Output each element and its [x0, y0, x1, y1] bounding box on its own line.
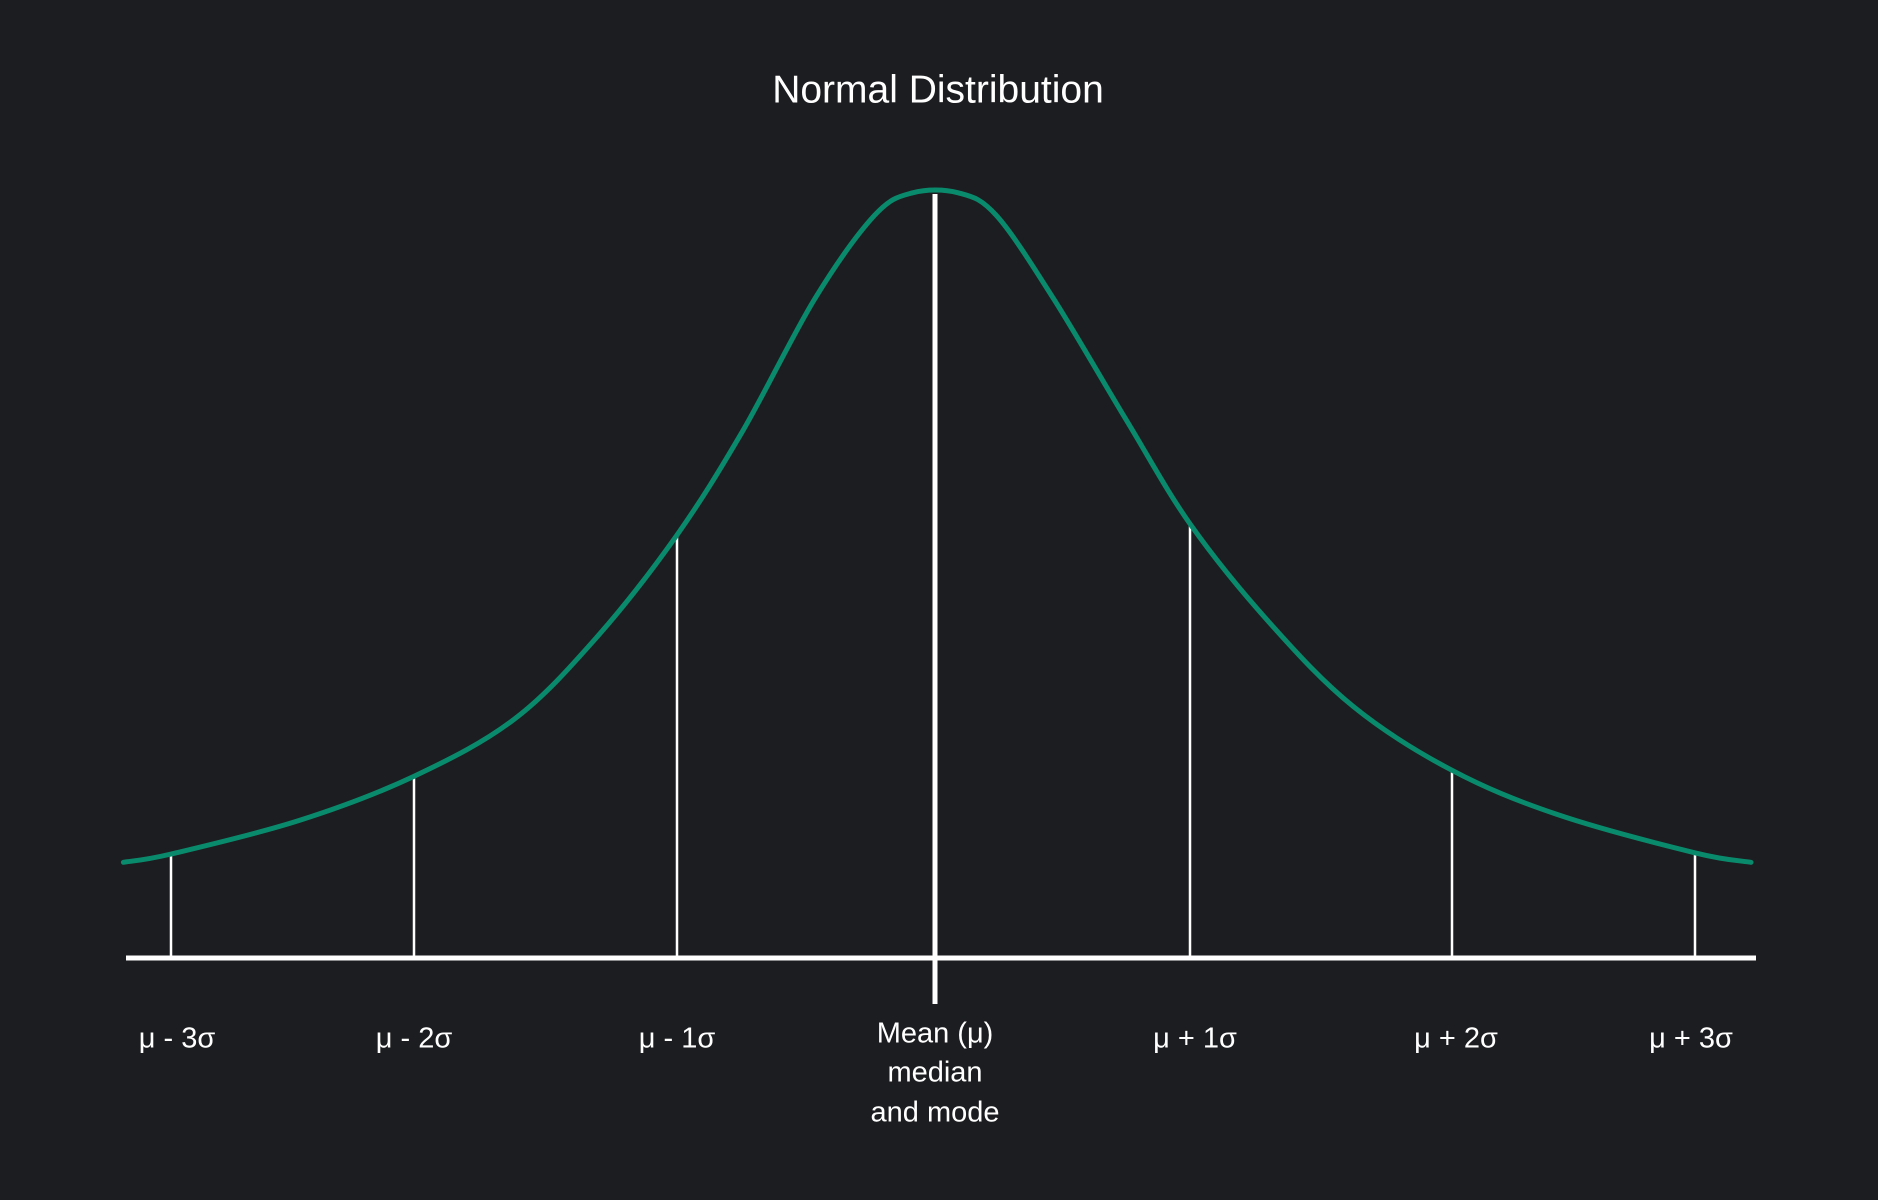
title: Normal Distribution: [772, 68, 1104, 111]
bell-curve: [120, 187, 1754, 865]
axis-label: μ + 1σ: [1153, 1023, 1237, 1055]
axis-label: μ - 2σ: [376, 1023, 453, 1055]
axis-label: μ - 1σ: [639, 1023, 716, 1055]
axis-label: μ - 3σ: [139, 1023, 216, 1055]
axis-label: μ + 3σ: [1649, 1023, 1733, 1055]
mean-label: and mode: [871, 1097, 1000, 1129]
mean-label: median: [887, 1057, 982, 1089]
axis-label: μ + 2σ: [1414, 1023, 1498, 1055]
mean-label: Mean (μ): [877, 1018, 994, 1050]
sigma-lines: [169, 525, 1697, 958]
